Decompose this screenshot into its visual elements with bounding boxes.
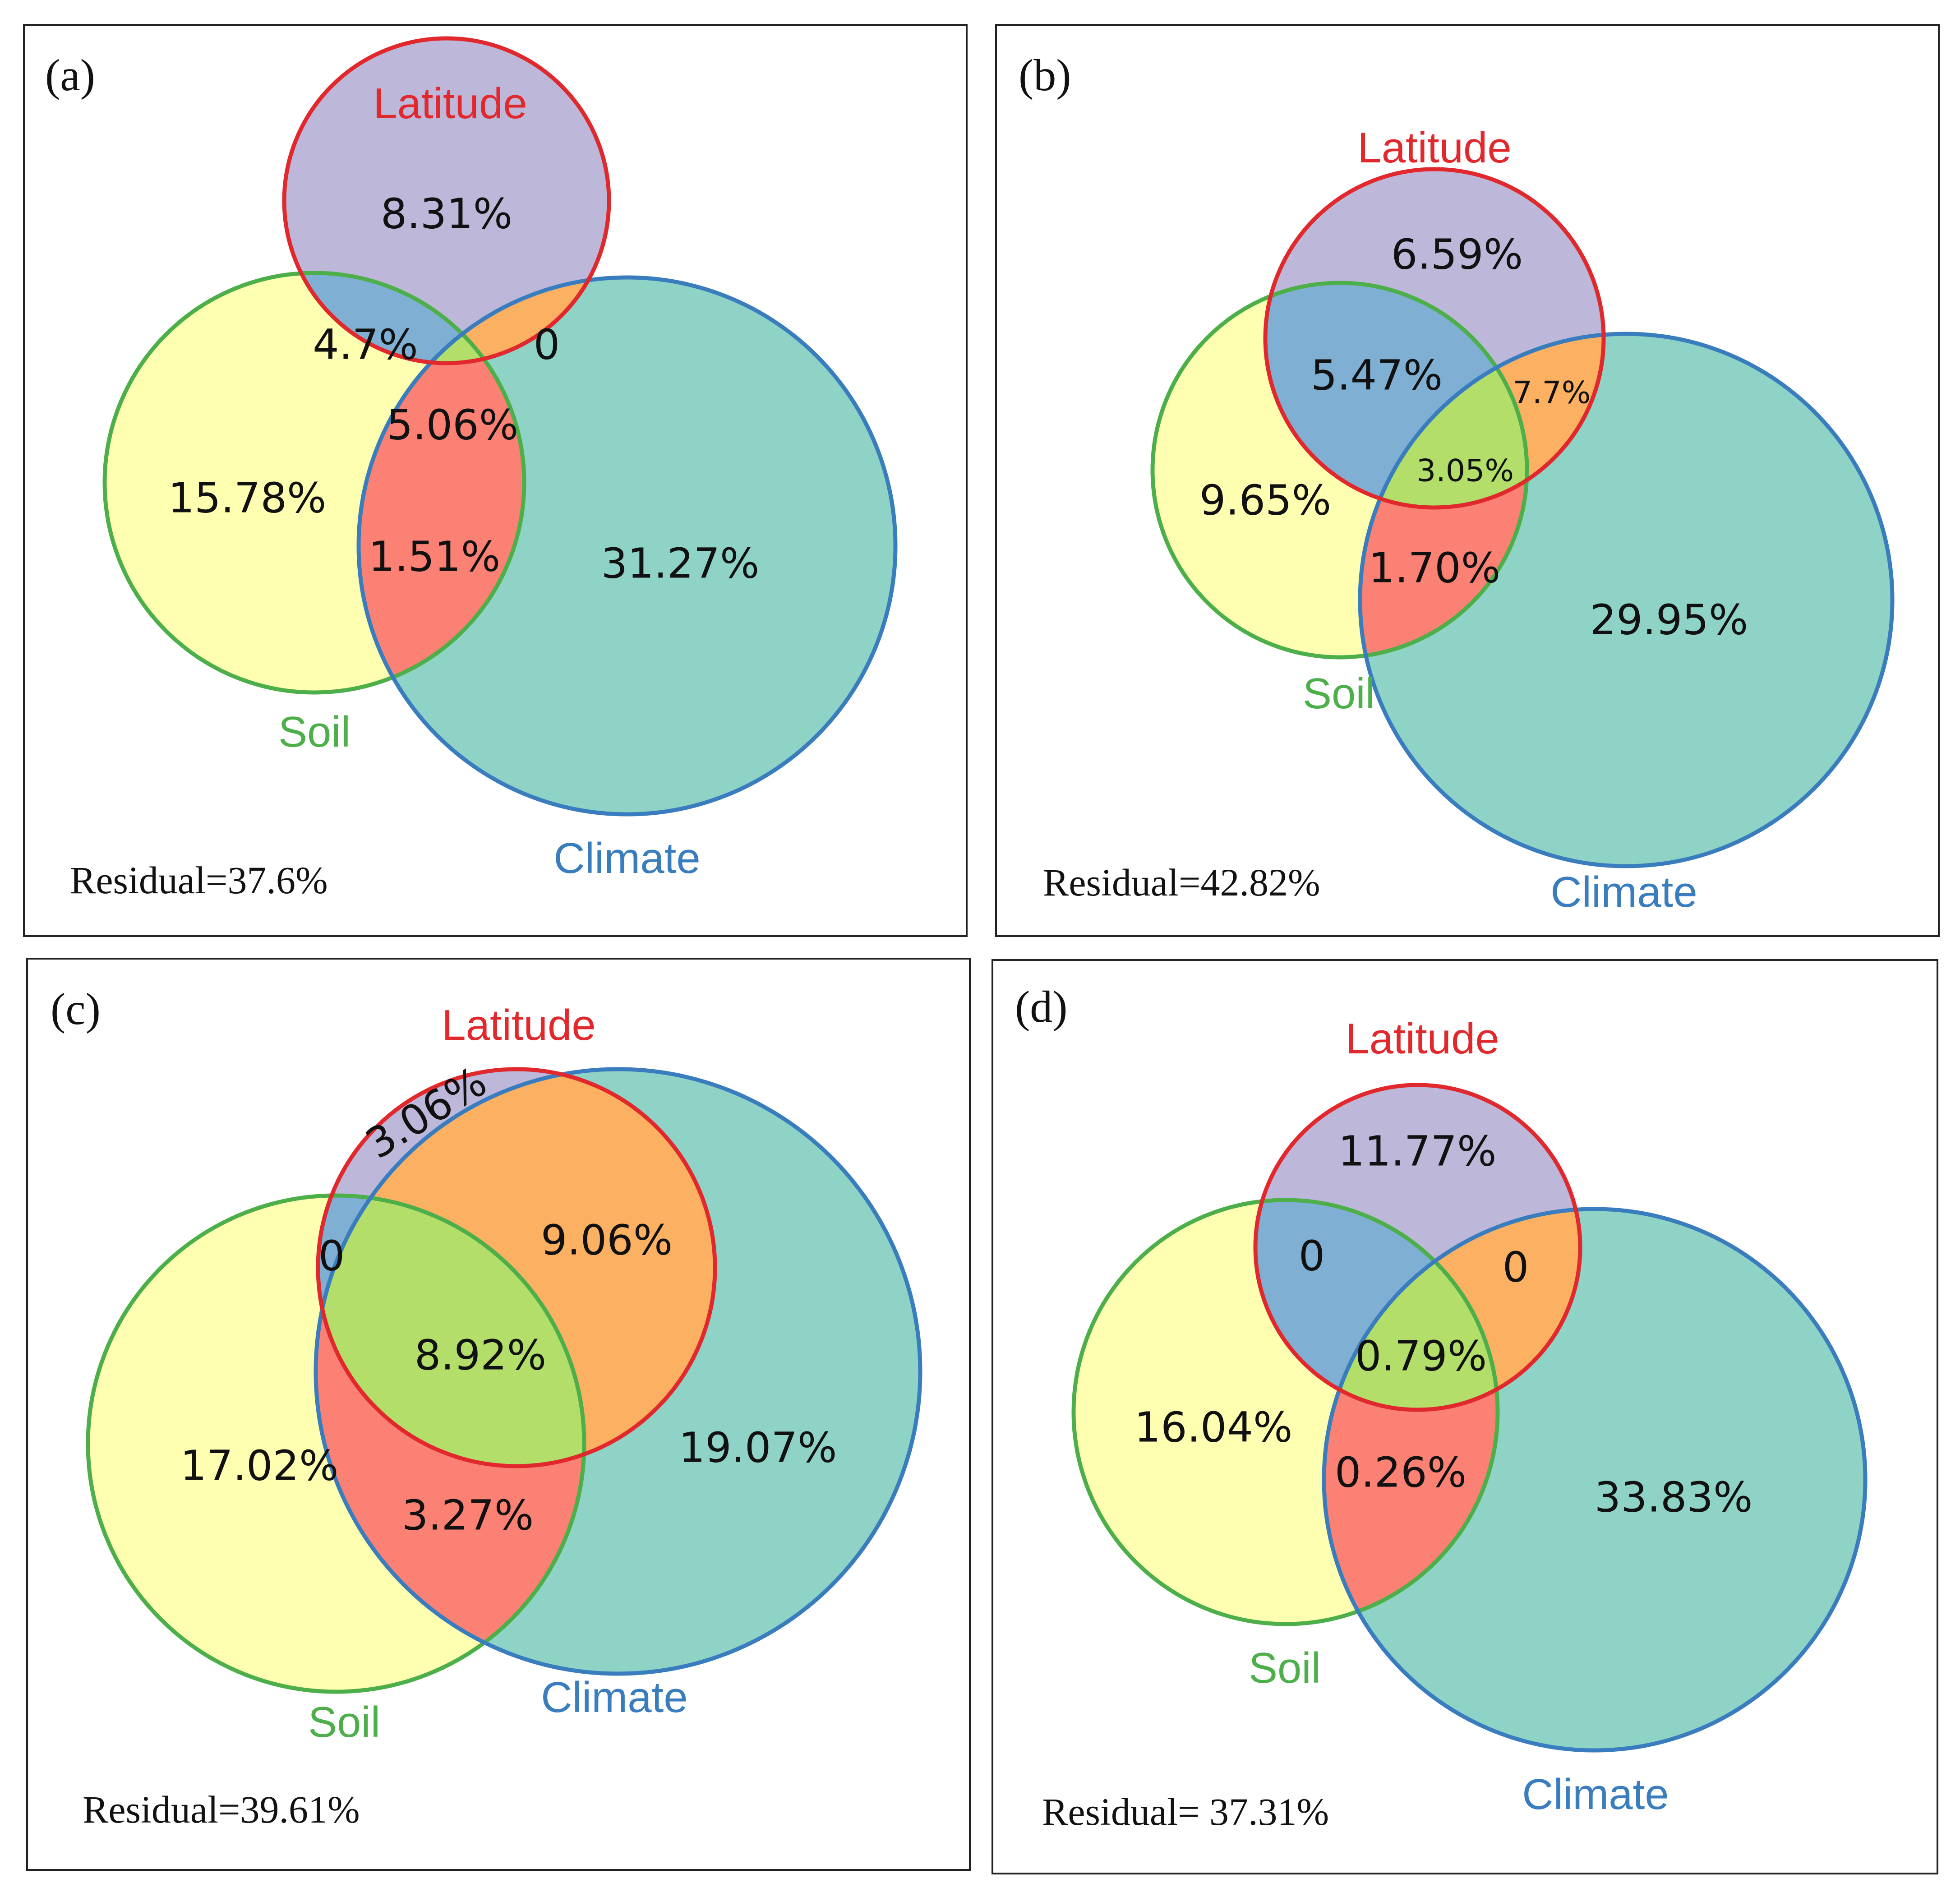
panel-c-value-soil-only: 17.02% xyxy=(180,1441,339,1490)
panel-a-value-latitude-climate: 0 xyxy=(534,320,560,369)
panel-a-soil-label: Soil xyxy=(278,708,350,756)
panel-d-soil-label: Soil xyxy=(1249,1644,1321,1692)
panel-a: (a) Latitude Soil Climate 8.31% 4.7% 0 5… xyxy=(23,24,968,937)
panel-b-value-latitude-climate: 7.7% xyxy=(1513,375,1591,411)
panel-b-value-soil-only: 9.65% xyxy=(1199,476,1331,524)
panel-d: (d) Latitude Soil Climate 11.77% 0 0 0.7… xyxy=(992,959,1938,1874)
panel-a-soil-outline xyxy=(102,271,526,695)
panel-a-value-climate-only: 31.27% xyxy=(601,539,760,587)
panel-c-tag: (c) xyxy=(51,984,101,1034)
panel-c-value-all-three: 8.92% xyxy=(415,1331,546,1379)
panel-a-residual: Residual=37.6% xyxy=(70,858,328,902)
panel-c-frame xyxy=(26,958,971,1871)
panel-b-residual: Residual=42.82% xyxy=(1043,861,1320,904)
panel-d-tag: (d) xyxy=(1015,982,1068,1032)
panel-b-tag: (b) xyxy=(1019,50,1071,100)
panel-b-value-climate-only: 29.95% xyxy=(1590,595,1748,644)
panel-d-frame xyxy=(992,959,1938,1874)
panel-a-latitude-label: Latitude xyxy=(373,79,527,128)
panel-b-soil-outline xyxy=(1150,281,1529,660)
panel-c-latitude-climate-region xyxy=(318,1069,715,1466)
panel-b-value-latitude-soil: 5.47% xyxy=(1311,351,1443,399)
panel-a-tag: (a) xyxy=(45,50,95,100)
panel-d-value-latitude-climate: 0 xyxy=(1503,1243,1529,1291)
panel-c-climate-outline xyxy=(314,1067,922,1676)
panel-d-value-latitude-only: 11.77% xyxy=(1338,1127,1497,1175)
panel-a-frame xyxy=(23,24,968,937)
panel-a-climate-label: Climate xyxy=(553,834,700,882)
panel-a-climate-outline xyxy=(356,275,898,817)
panel-d-climate-outline xyxy=(1322,1207,1868,1753)
panel-d-latitude-label: Latitude xyxy=(1345,1015,1499,1063)
panel-c-value-soil-climate: 3.27% xyxy=(402,1491,534,1539)
panel-c-value-latitude-climate: 9.06% xyxy=(541,1216,673,1264)
panel-b-latitude-outline xyxy=(1263,167,1606,510)
panel-d-value-soil-climate: 0.26% xyxy=(1335,1448,1467,1496)
panel-c-soil-outline xyxy=(86,1193,586,1694)
panel-d-climate-label: Climate xyxy=(1522,1770,1669,1819)
panel-b-climate-label: Climate xyxy=(1550,868,1697,916)
panel-b-frame xyxy=(995,24,1940,937)
panel-b-value-latitude-only: 6.59% xyxy=(1391,230,1523,278)
panel-c-value-latitude-soil: 0 xyxy=(318,1232,345,1280)
panel-a-value-latitude-only: 8.31% xyxy=(381,189,512,238)
panel-c-value-climate-only: 19.07% xyxy=(679,1423,837,1472)
panel-b-climate-outline xyxy=(1358,332,1895,868)
panel-d-value-latitude-soil: 0 xyxy=(1299,1232,1325,1280)
panel-a-value-soil-only: 15.78% xyxy=(168,474,327,522)
panel-b-soil-label: Soil xyxy=(1303,669,1375,718)
panel-b-latitude-soil-region xyxy=(1265,283,1527,508)
panel-b-latitude-label: Latitude xyxy=(1357,124,1512,172)
panel-b: (b) Latitude Soil Climate 6.59% 5.47% 7.… xyxy=(995,24,1940,937)
panel-a-latitude-outline xyxy=(282,36,611,365)
panel-a-value-all-three: 5.06% xyxy=(387,401,518,449)
panel-c: (c) Latitude Soil Climate 3.06% 0 9.06% … xyxy=(26,958,971,1871)
panel-d-value-soil-only: 16.04% xyxy=(1134,1403,1293,1451)
panel-a-value-latitude-soil: 4.7% xyxy=(313,320,418,369)
panel-d-value-all-three: 0.79% xyxy=(1355,1332,1487,1380)
panel-c-soil-label: Soil xyxy=(308,1698,380,1746)
panel-b-value-all-three: 3.05% xyxy=(1416,453,1514,489)
panel-d-value-climate-only: 33.83% xyxy=(1595,1473,1753,1521)
panel-d-residual: Residual= 37.31% xyxy=(1042,1790,1329,1833)
panel-b-value-soil-climate: 1.70% xyxy=(1369,544,1500,592)
panel-d-all-three-region xyxy=(1324,1209,1498,1410)
panel-b-all-three-region xyxy=(1360,334,1527,508)
panel-c-residual: Residual=39.61% xyxy=(83,1788,360,1831)
panel-c-latitude-outline xyxy=(316,1067,717,1468)
panel-d-soil-outline xyxy=(1071,1198,1500,1626)
panel-c-climate-label: Climate xyxy=(541,1673,687,1722)
panel-c-latitude-label: Latitude xyxy=(442,1001,596,1049)
panel-d-latitude-outline xyxy=(1253,1083,1582,1412)
panel-a-value-soil-climate: 1.51% xyxy=(369,532,500,581)
